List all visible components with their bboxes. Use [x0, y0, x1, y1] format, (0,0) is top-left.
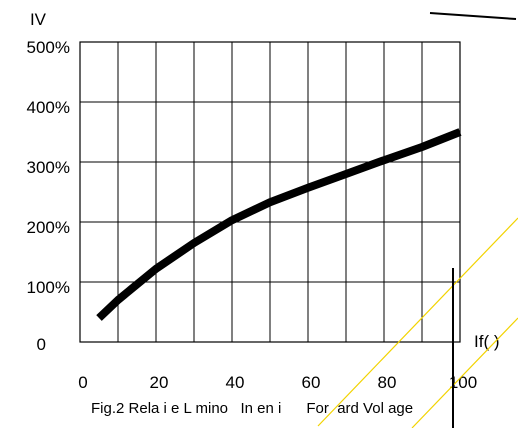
grid-lines: [80, 42, 460, 342]
y-tick-label: 400%: [27, 98, 70, 117]
y-tick-label: 100%: [27, 278, 70, 297]
x-tick-label: 80: [378, 373, 397, 392]
plot-frame: [79, 41, 461, 343]
x-axis-title: If( ): [474, 332, 500, 351]
y-tick-label: 0: [37, 335, 46, 354]
x-tick-label: 40: [226, 373, 245, 392]
x-tick-label: 20: [150, 373, 169, 392]
y-axis-title: IV: [30, 10, 47, 29]
y-tick-label: 300%: [27, 158, 70, 177]
decorative-line-top: [429, 12, 517, 20]
x-tick-label: 60: [302, 373, 321, 392]
series-line: [96, 128, 462, 321]
yellow-diagonal-line-2: [411, 317, 518, 428]
y-tick-label: 500%: [27, 38, 70, 57]
x-tick-label: 0: [78, 373, 87, 392]
figure-caption: Fig.2 Rela i e L mino In en i For ard Vo…: [91, 400, 413, 417]
x-tick-label: 100: [449, 373, 477, 392]
y-tick-label: 200%: [27, 218, 70, 237]
yellow-diagonal-line-1: [317, 217, 518, 427]
